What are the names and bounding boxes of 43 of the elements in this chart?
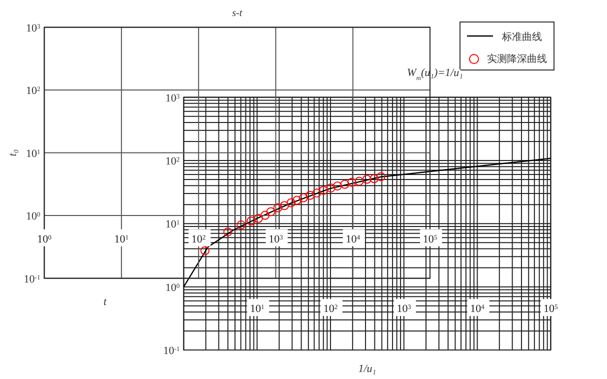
point	[312, 188, 322, 198]
y-axis-title: t₀	[7, 149, 19, 156]
point	[354, 176, 364, 186]
x-tick-label: 10$^{2}$	[323, 303, 338, 315]
x-axis-title: 1/u₁	[358, 363, 376, 375]
point	[306, 190, 315, 200]
point	[318, 186, 328, 195]
y-tick-label: 10$^{3}$	[26, 22, 42, 34]
x-tick-label: 10$^{3}$	[268, 233, 284, 246]
y-tick-label: 10$^{-1}$	[24, 273, 40, 286]
point	[362, 174, 372, 184]
y-tick-label: 10$^{1}$	[26, 148, 40, 160]
legend-label: 标准曲线	[501, 31, 542, 43]
x-tick-label: 10$^{2}$	[191, 233, 206, 246]
x-tick-label: 10$^{0}$	[37, 233, 52, 246]
x-tick-label: 10$^{4}$	[470, 303, 486, 315]
y-tick-label: 10$^{0}$	[26, 210, 42, 223]
x-tick-label: 10$^{4}$	[346, 233, 361, 246]
point	[236, 220, 246, 230]
x-axis-title: t	[103, 296, 108, 308]
x-tick-label: 10$^{5}$	[544, 303, 559, 315]
point	[280, 201, 289, 210]
x-tick-label: 10$^{3}$	[396, 303, 412, 315]
legend-label: 实测降深曲线	[487, 53, 547, 65]
point	[286, 198, 296, 208]
point	[326, 183, 336, 192]
y-tick-label: 10$^{2}$	[165, 155, 180, 168]
point	[298, 193, 308, 202]
y-tick-label: 10$^{3}$	[165, 92, 180, 104]
point	[376, 172, 386, 182]
y-tick-label: 10$^{1}$	[165, 218, 180, 231]
x-tick-label: 10$^{5}$	[422, 233, 438, 246]
y-tick-label: 10$^{0}$	[165, 282, 180, 294]
point	[370, 174, 379, 184]
y-tick-label: 10$^{2}$	[26, 85, 40, 98]
x-tick-label: 10$^{1}$	[250, 303, 264, 315]
y-tick-label: 10$^{-1}$	[163, 345, 180, 357]
point	[332, 181, 342, 190]
chart-title: s-t	[232, 8, 242, 19]
point	[347, 178, 356, 187]
point	[292, 196, 302, 205]
point	[340, 180, 350, 189]
x-tick-label: 10$^{1}$	[114, 233, 129, 246]
